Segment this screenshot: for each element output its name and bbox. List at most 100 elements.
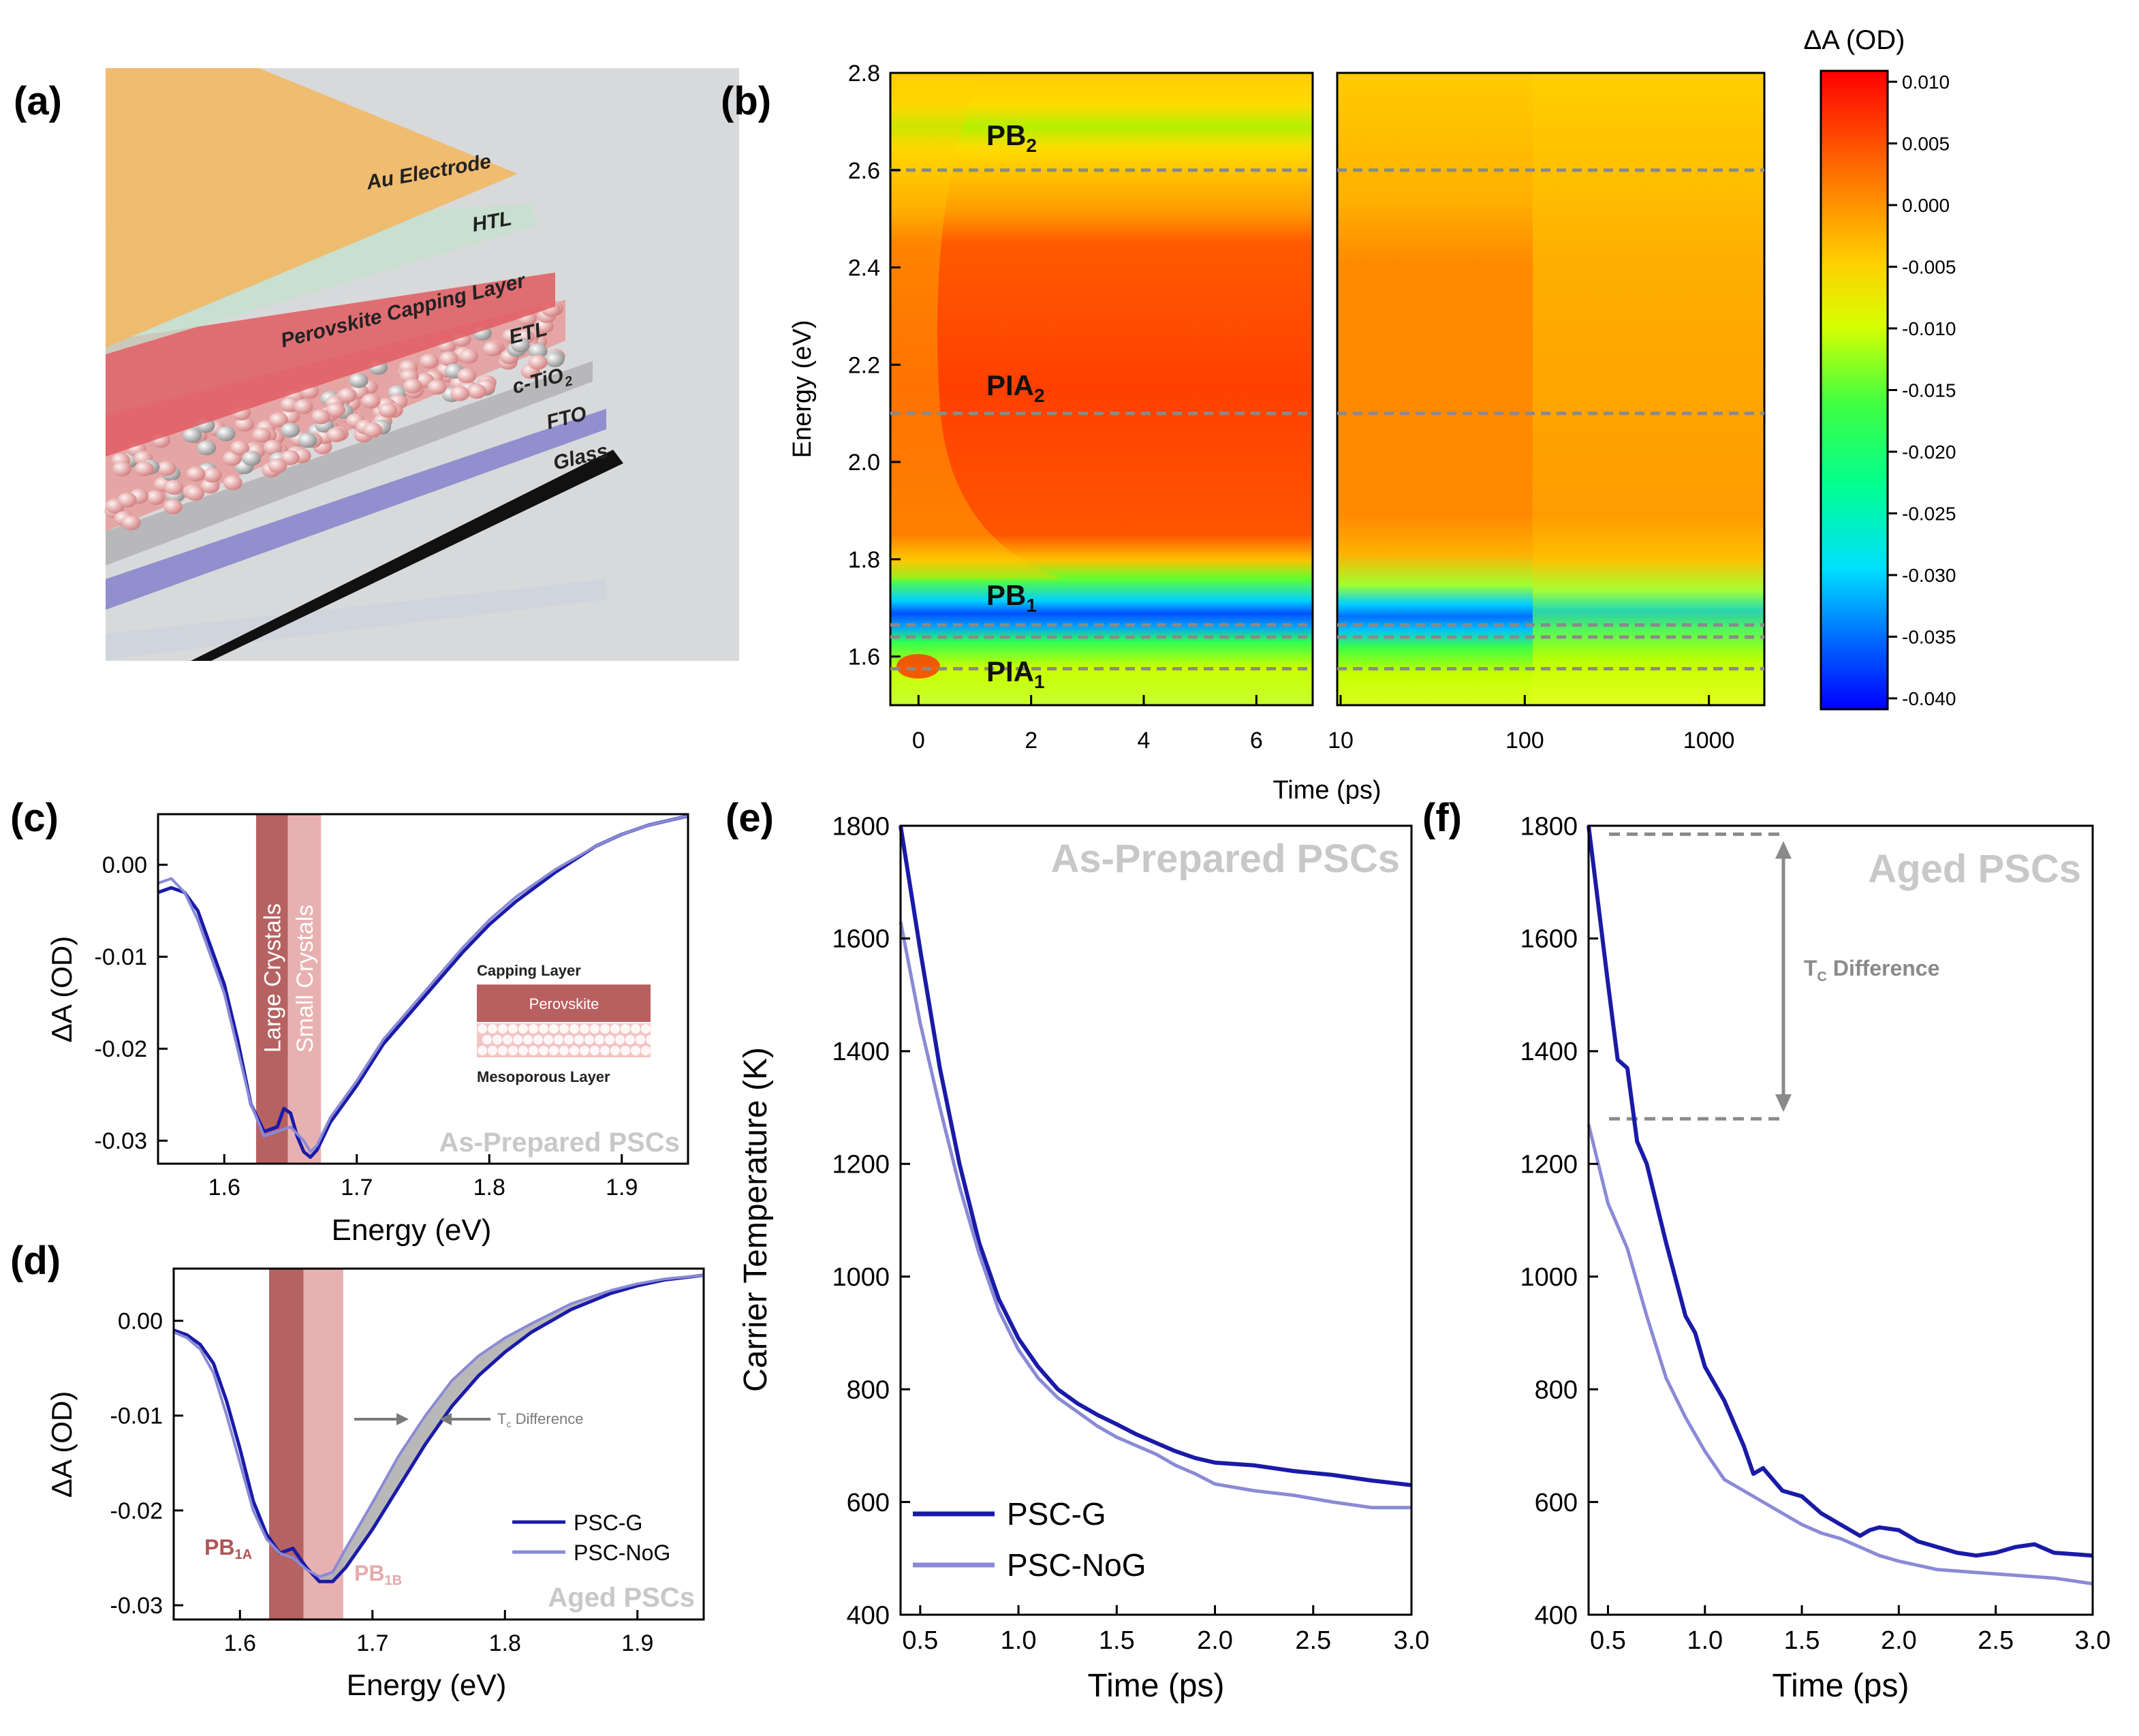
xtick-label: 1.6 (208, 1175, 240, 1200)
xtick-label: 1.9 (621, 1630, 653, 1656)
pb1b-label: PB1B (354, 1561, 402, 1588)
ytick-label: -0.01 (110, 1404, 163, 1429)
nanoparticle (363, 422, 383, 438)
nanoparticle (185, 485, 205, 501)
heatmap-xtick-label: 0 (912, 728, 925, 754)
ytick-label: 0.00 (102, 852, 147, 878)
inset-dot (631, 1024, 640, 1034)
xtick-label: 1.5 (1099, 1626, 1135, 1655)
inset-dot (508, 1046, 518, 1055)
large-crystals-band (255, 814, 288, 1164)
heatmap-annotation-pb1: PB1 (986, 579, 1037, 616)
inset-dot (590, 1024, 599, 1034)
inset-dot (610, 1046, 620, 1055)
panel-label-d: (d) (10, 1239, 61, 1283)
inset-dot (518, 1046, 528, 1055)
nanoparticle (197, 440, 217, 456)
heatmap-xtick-label: 2 (1025, 728, 1037, 754)
xtick-label: 2.5 (1978, 1626, 2014, 1655)
panel-e-frame (899, 824, 1413, 1616)
inset-dot (580, 1024, 589, 1034)
inset-dot (574, 1035, 584, 1044)
heatmap-ytick-label: 2.8 (848, 61, 880, 87)
xtick-label: 1.8 (489, 1630, 521, 1656)
inset-dot (488, 1046, 497, 1055)
inset-dot (625, 1035, 635, 1044)
heatmap-xtick-label: 10 (1328, 728, 1354, 754)
inset-dot (595, 1035, 604, 1044)
inset-dot (569, 1046, 579, 1055)
fto-layer (106, 409, 606, 610)
panel-d-ylabel: ΔA (OD) (46, 1391, 78, 1498)
pb1a-label: PB1A (204, 1535, 252, 1562)
panel-d-frame (172, 1267, 705, 1621)
nanoparticle (157, 461, 176, 476)
panel-c-lines (157, 814, 689, 1159)
series-line-psc-nog (899, 921, 1411, 1510)
xtick-label: 1.9 (606, 1175, 638, 1200)
panel-e-lines (899, 825, 1412, 1510)
panel-f-watermark: Aged PSCs (1868, 847, 2081, 891)
colorbar-tick-label: -0.035 (1902, 627, 1956, 648)
panel-label-e: (e) (725, 796, 774, 840)
panel-d-xticks: 1.6 1.7 1.8 1.9 (224, 1610, 653, 1656)
ytick-label: 1600 (1520, 925, 1578, 954)
inset-dot (631, 1046, 640, 1055)
inset-dot (539, 1024, 548, 1034)
legend-label-psc-g: PSC-G (574, 1510, 642, 1535)
small-crystals-label: Small Crystals (292, 905, 318, 1053)
panel-e-yticks: 1800 1600 1400 1200 1000 800 600 400 (832, 812, 910, 1630)
nanoparticle (117, 492, 137, 508)
panel-c-xlabel: Energy (eV) (332, 1213, 492, 1247)
xtick-label: 1.0 (1001, 1626, 1037, 1655)
nanoparticle (112, 461, 131, 477)
panel-label-c: (c) (10, 796, 59, 840)
colorbar-tick-label: -0.015 (1902, 380, 1956, 401)
nanoparticle (202, 467, 222, 483)
inset-dot (498, 1046, 508, 1055)
inset-dot (503, 1035, 512, 1044)
ytick-label: 1600 (832, 925, 890, 954)
ytick-label: 600 (847, 1489, 890, 1517)
inset-dot (646, 1035, 655, 1044)
nanoparticle (311, 409, 330, 424)
ytick-label: 800 (1535, 1376, 1578, 1404)
pb1b-band (303, 1269, 343, 1619)
colorbar-tick-label: 0.000 (1902, 195, 1950, 216)
xtick-label: 1.0 (1687, 1626, 1723, 1655)
panel-c-ylabel: ΔA (OD) (46, 936, 78, 1042)
small-crystals-band (287, 814, 322, 1164)
nanoparticle (121, 515, 141, 531)
tc-difference-arrows: Tc Difference (354, 1410, 583, 1429)
inset-schematic: Capping Layer Perovskite Mesoporous Laye… (477, 962, 655, 1085)
xtick-label: 0.5 (902, 1626, 938, 1655)
heatmap-late-region (1533, 73, 1764, 705)
nanoparticle (545, 352, 565, 367)
nanoparticle (235, 416, 254, 432)
ytick-label: 600 (1535, 1489, 1578, 1517)
tc-arrowhead-right (439, 1413, 452, 1425)
series-line-psc-nog (1587, 1123, 2093, 1585)
tc-arrowhead-left (396, 1413, 409, 1425)
large-crystals-label: Large Crystals (260, 903, 285, 1053)
colorbar (1820, 69, 1889, 711)
inset-dot (590, 1046, 599, 1055)
ytick-label: 1000 (1520, 1263, 1578, 1292)
xtick-label: 3.0 (1394, 1626, 1430, 1655)
ytick-label: 0.00 (118, 1308, 163, 1334)
glass-edge (191, 450, 623, 661)
panel-d-legend: PSC-G PSC-NoG (512, 1510, 670, 1565)
nanoparticle (349, 373, 369, 388)
nanoparticle (528, 343, 548, 358)
xtick-label: 1.5 (1784, 1626, 1820, 1655)
au-electrode-layer (106, 68, 518, 347)
xtick-label: 2.5 (1295, 1626, 1331, 1655)
tc-arrowhead-down (1775, 1094, 1792, 1113)
series-line-psc-g (899, 825, 1412, 1487)
heatmap-ytick-label: 2.0 (848, 450, 880, 476)
nanoparticle (439, 351, 458, 367)
heatmap-xtick-label: 1000 (1683, 728, 1735, 754)
heatmap-early-time-shading (890, 73, 1063, 579)
heatmap-annotation-pia2: PIA2 (986, 369, 1045, 406)
inset-dot (518, 1024, 528, 1034)
